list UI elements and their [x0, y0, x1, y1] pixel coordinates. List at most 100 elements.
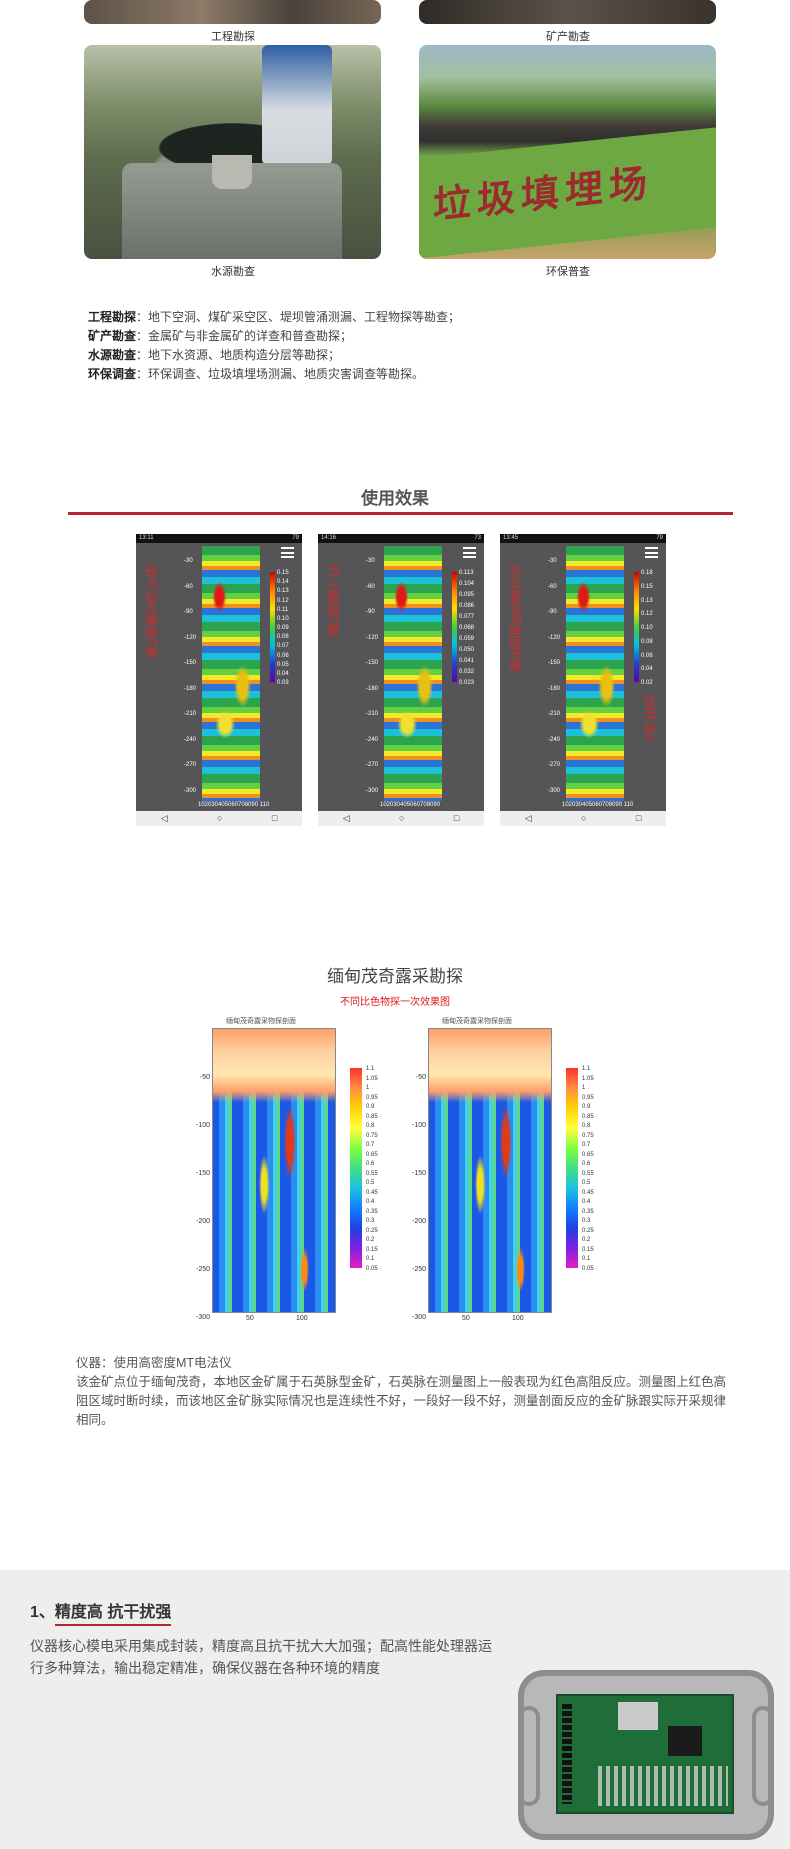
color-scale-tick: 0.8 [582, 1123, 591, 1130]
case-handle-left [518, 1706, 540, 1806]
results-title: 使用效果 [361, 489, 429, 508]
depth-tick: -300 [196, 1314, 211, 1321]
back-icon[interactable]: ◁ [160, 813, 168, 823]
applications-list: 工程勘探：地下空洞、煤矿采空区、堤坝管涌测漏、工程物探等勘查； 矿产勘查：金属矿… [88, 308, 460, 384]
distance-ticks: 102030405060708090 [380, 802, 441, 808]
depth-tick: -270 [548, 762, 561, 768]
application-item: 矿产勘查：金属矿与非金属矿的详查和普查勘探； [88, 329, 353, 343]
shield-module [618, 1702, 658, 1730]
menu-icon[interactable] [463, 547, 476, 558]
color-scale-tick: 0.75 [582, 1132, 594, 1139]
color-scale-tick: 0.55 [366, 1170, 378, 1177]
home-icon[interactable]: ○ [399, 813, 405, 823]
color-scale-tick: 0.113 [459, 570, 474, 576]
color-scale-tick: 0.08 [641, 638, 653, 645]
menu-icon[interactable] [281, 547, 294, 558]
depth-tick: -150 [366, 660, 379, 666]
color-scale-tick: 0.11 [277, 606, 289, 613]
phone-nav-bar: ◁ ○ □ [500, 811, 666, 826]
color-scale [350, 1068, 362, 1268]
color-scale-tick: 0.041 [459, 658, 475, 664]
color-scale-tick: 0.2 [582, 1237, 591, 1244]
depth-tick: -270 [184, 762, 197, 768]
depth-tick: -120 [548, 634, 561, 641]
color-scale-tick: 0.023 [459, 680, 475, 686]
mt-profile-area [212, 1028, 336, 1313]
depth-tick: -210 [184, 711, 197, 717]
depth-tick: -50 [199, 1074, 210, 1081]
application-item: 工程勘探：地下空洞、煤矿采空区、堤坝管涌测漏、工程物探等勘查； [88, 310, 461, 324]
depth-tick: -60 [548, 583, 557, 590]
depth-tick: -250 [196, 1266, 211, 1273]
recents-icon[interactable]: □ [271, 813, 278, 823]
depth-tick: -150 [548, 660, 561, 666]
color-scale-tick: 0.03 [277, 680, 289, 686]
color-scale-tick: 0.1 [582, 1256, 591, 1263]
depth-tick: -100 [412, 1122, 427, 1129]
depth-tick: -30 [548, 558, 557, 564]
environment-photo: 垃圾填埋场 [419, 45, 716, 259]
color-scale-tick: 0.02 [641, 680, 653, 686]
recents-icon[interactable]: □ [635, 813, 642, 823]
depth-tick: -30 [184, 558, 193, 564]
color-scale-tick: 0.08 [277, 634, 289, 641]
color-scale-tick: 0.059 [459, 636, 475, 642]
mining-photo [419, 0, 716, 24]
water-source-photo [84, 45, 381, 259]
caption-water: 水源勘查 [211, 266, 255, 278]
color-scale-tick: 0.18 [641, 570, 653, 576]
color-scale-tick: 1.05 [366, 1075, 378, 1082]
color-scale-tick: 0.85 [366, 1113, 378, 1120]
color-scale-tick: 0.06 [277, 652, 289, 659]
depth-tick: -90 [366, 609, 375, 615]
phone-screenshot: 14:16 73 第3剖面7-18 -30 -60 -90 -120 -150 -180 -210… [318, 534, 484, 826]
color-scale-tick: 0.14 [277, 579, 289, 586]
caption-mining: 矿产勘查 [546, 31, 590, 43]
photo-bucket [212, 155, 252, 189]
caption-engineering: 工程勘探 [211, 31, 255, 43]
color-scale-tick: 0.3 [366, 1218, 375, 1225]
color-scale-tick: 0.65 [366, 1151, 378, 1158]
phone-nav-bar: ◁ ○ □ [318, 811, 484, 826]
phone-status-bar: 14:16 73 [318, 534, 484, 543]
depth-tick: -120 [366, 634, 379, 641]
home-icon[interactable]: ○ [581, 813, 587, 823]
color-scale-tick: 0.45 [582, 1189, 594, 1196]
color-scale-tick: 0.12 [641, 611, 653, 618]
color-scale-tick: 0.7 [582, 1142, 591, 1149]
color-scale-tick: 0.10 [641, 625, 653, 631]
plot-title: 缅甸茂奇露采物探剖面 [226, 1017, 296, 1025]
back-icon[interactable]: ◁ [524, 813, 532, 823]
recents-icon[interactable]: □ [453, 813, 460, 823]
phone-status-bar: 13:45 79 [500, 534, 666, 543]
engineering-photo [84, 0, 381, 24]
distance-tick: 50 [246, 1315, 254, 1322]
depth-tick: -300 [548, 787, 561, 794]
color-scale-tick: 0.65 [582, 1151, 594, 1158]
menu-icon[interactable] [645, 547, 658, 558]
resistivity-profile [202, 546, 260, 801]
back-icon[interactable]: ◁ [342, 813, 350, 823]
color-scale-tick: 0.086 [459, 603, 475, 609]
depth-tick: -240 [548, 736, 561, 743]
color-scale-tick: 0.05 [366, 1266, 378, 1272]
depth-tick: -30 [366, 558, 375, 564]
mt-profile-plot: 缅甸茂奇露采物探剖面 -50 -100 -150 -200 -250 -300 50 100 1.… [412, 1016, 612, 1328]
case-handle-right [752, 1706, 774, 1806]
color-scale-tick: 0.13 [277, 588, 289, 595]
depth-tick: -210 [548, 711, 561, 717]
distance-tick: 100 [296, 1315, 308, 1322]
color-scale-tick: 0.4 [582, 1199, 591, 1206]
color-scale-tick: 0.15 [277, 570, 289, 576]
home-icon[interactable]: ○ [217, 813, 223, 823]
color-scale-tick: 0.095 [459, 592, 475, 598]
depth-tick: -100 [196, 1122, 211, 1129]
color-scale-tick: 0.05 [582, 1266, 594, 1272]
phone-screenshot: 13:45 79 第4剖面250度方位 7月18日 -30 -60 -90 -120 -150 -… [500, 534, 666, 826]
depth-tick: -150 [412, 1170, 427, 1177]
color-scale-tick: 0.2 [366, 1237, 375, 1244]
feature-text: 仪器核心模电采用集成封装，精度高且抗干扰大大加强；配高性能处理器运行多种算法，输… [30, 1638, 492, 1676]
color-scale-tick: 1 [366, 1085, 370, 1092]
phone-screenshot: 13:11 79 第2剖面7月16日 -30 -60 -90 -120 -150 -180 -21… [136, 534, 302, 826]
color-scale-tick: 0.12 [277, 597, 289, 604]
